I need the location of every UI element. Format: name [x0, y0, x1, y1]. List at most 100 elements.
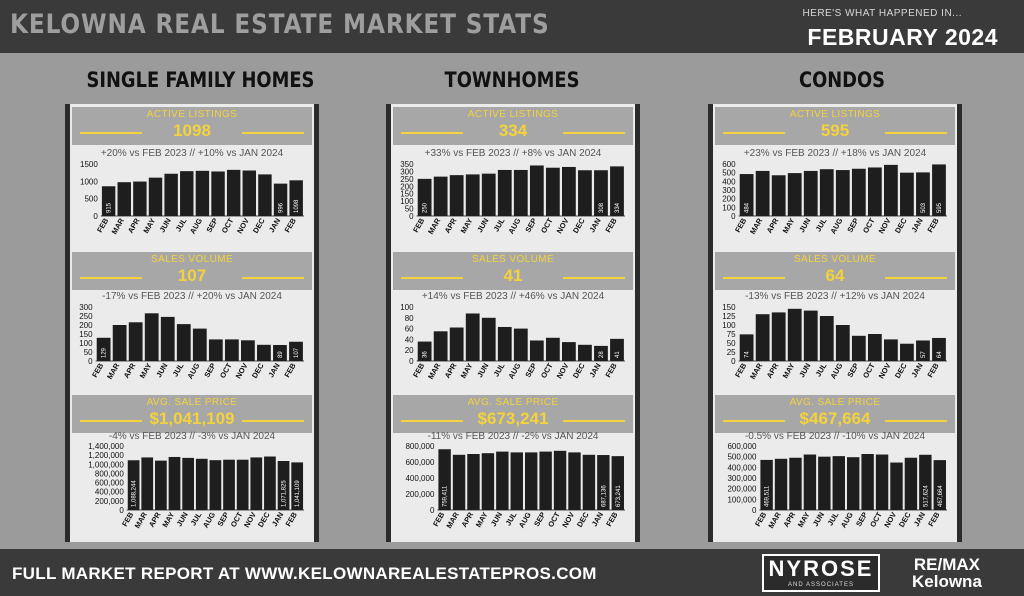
- bar: [160, 316, 175, 361]
- bar: [739, 174, 754, 216]
- x-tick-label: AUG: [506, 361, 522, 380]
- x-tick-label: NOV: [882, 511, 898, 530]
- x-tick-label: JUN: [811, 511, 826, 529]
- bar: [933, 460, 946, 510]
- bar: [155, 460, 167, 510]
- x-tick-label: MAY: [141, 217, 157, 235]
- x-tick-label: MAY: [781, 362, 797, 380]
- x-tick-label: MAY: [459, 217, 475, 235]
- y-tick-label: 100: [79, 339, 93, 348]
- x-tick-label: NOV: [877, 362, 893, 381]
- x-tick-label: APR: [459, 510, 475, 529]
- x-tick-label: OCT: [861, 216, 877, 235]
- bar: [291, 462, 304, 510]
- x-tick-label: DEC: [897, 510, 913, 529]
- x-tick-label: JAN: [270, 511, 285, 529]
- x-tick-label: FEB: [925, 216, 941, 234]
- comparison-text: -11% vs FEB 2023 // -2% vs JAN 2024: [427, 431, 599, 442]
- x-tick-label: DEC: [893, 361, 909, 380]
- report-link[interactable]: FULL MARKET REPORT AT WWW.KELOWNAREALEST…: [12, 564, 597, 583]
- column-title-single-family: SINGLE FAMILY HOMES: [86, 68, 315, 92]
- y-tick-label: 150: [79, 330, 93, 339]
- y-tick-label: 400,000: [95, 488, 124, 497]
- y-tick-label: 1000: [80, 177, 98, 186]
- bar: [578, 170, 592, 216]
- bar: [449, 327, 464, 361]
- bar: [611, 456, 624, 510]
- band-label: SALES VOLUME: [150, 254, 234, 265]
- bar: [890, 462, 903, 510]
- data-label: 64: [937, 351, 943, 358]
- bar: [851, 168, 866, 216]
- band-rule-right: [563, 132, 625, 134]
- sales-volume-band: SALES VOLUME 107: [72, 252, 312, 290]
- y-tick-label: 500: [722, 169, 736, 178]
- x-tick-label: JUN: [154, 362, 169, 380]
- band-label: ACTIVE LISTINGS: [146, 109, 238, 120]
- bar: [610, 166, 624, 216]
- y-tick-label: 0: [752, 506, 757, 515]
- report-month: FEBRUARY 2024: [807, 24, 998, 50]
- y-tick-label: 200: [400, 182, 414, 191]
- x-tick-label: AUG: [517, 510, 533, 529]
- bar: [610, 338, 624, 361]
- chart-avg-sale-price: 0 200,000 400,000 600,000 800,000 FEB 759,411 M…: [405, 442, 625, 530]
- y-tick-label: 400,000: [727, 463, 756, 472]
- bar: [835, 325, 850, 361]
- y-tick-label: 300: [79, 303, 93, 312]
- x-tick-label: JAN: [267, 217, 282, 235]
- band-rule-left: [401, 132, 463, 134]
- band-rule-left: [80, 277, 142, 279]
- bar: [211, 171, 225, 216]
- bar: [208, 339, 223, 361]
- y-tick-label: 125: [722, 312, 736, 321]
- bar: [900, 172, 914, 216]
- y-tick-label: 350: [400, 160, 414, 169]
- band-label: AVG. SALE PRICE: [789, 397, 881, 408]
- y-tick-label: 0: [731, 357, 736, 366]
- bar: [481, 317, 496, 361]
- column-title-townhomes: TOWNHOMES: [444, 68, 580, 92]
- x-tick-label: JUL: [814, 216, 829, 233]
- x-tick-label: JUN: [175, 511, 190, 529]
- x-tick-label: SEP: [523, 362, 538, 380]
- sales-volume-band: SALES VOLUME 41: [393, 252, 633, 290]
- band-rule-right: [885, 277, 947, 279]
- x-tick-label: OCT: [218, 361, 234, 380]
- bar: [916, 172, 930, 216]
- bar: [919, 454, 932, 510]
- page-title: KELOWNA REAL ESTATE MARKET STATS: [10, 9, 550, 40]
- x-tick-label: AUG: [506, 216, 522, 235]
- y-tick-label: 400: [722, 177, 736, 186]
- x-tick-label: SEP: [532, 511, 547, 529]
- y-tick-label: 250: [79, 312, 93, 321]
- bar: [438, 449, 451, 510]
- bar: [851, 335, 866, 361]
- band-rule-right: [563, 277, 625, 279]
- bar: [553, 450, 567, 510]
- remax-line-1: RE/MAX: [913, 555, 981, 574]
- x-tick-label: OCT: [220, 216, 236, 235]
- y-tick-label: 200,000: [405, 490, 434, 499]
- y-tick-label: 200: [79, 321, 93, 330]
- x-tick-label: OCT: [539, 216, 555, 235]
- y-tick-label: 800,000: [405, 442, 434, 451]
- active-listings-band: ACTIVE LISTINGS 595: [715, 107, 955, 145]
- bar: [818, 456, 831, 510]
- x-tick-label: JAN: [590, 511, 605, 529]
- active-listings-band: ACTIVE LISTINGS 334: [393, 107, 633, 145]
- x-tick-label: NOV: [560, 511, 576, 530]
- bar: [755, 170, 770, 216]
- bar: [916, 340, 930, 361]
- y-tick-label: 300: [722, 186, 736, 195]
- band-value: 1098: [173, 121, 211, 140]
- data-label: 517,624: [923, 485, 929, 507]
- x-tick-label: MAR: [110, 216, 127, 236]
- bar: [760, 459, 773, 510]
- comparison-text: -4% vs FEB 2023 // -3% vs JAN 2024: [108, 431, 276, 442]
- bar: [101, 186, 116, 216]
- data-label: 28: [599, 351, 605, 358]
- bar: [176, 324, 191, 361]
- x-tick-label: MAY: [459, 362, 475, 380]
